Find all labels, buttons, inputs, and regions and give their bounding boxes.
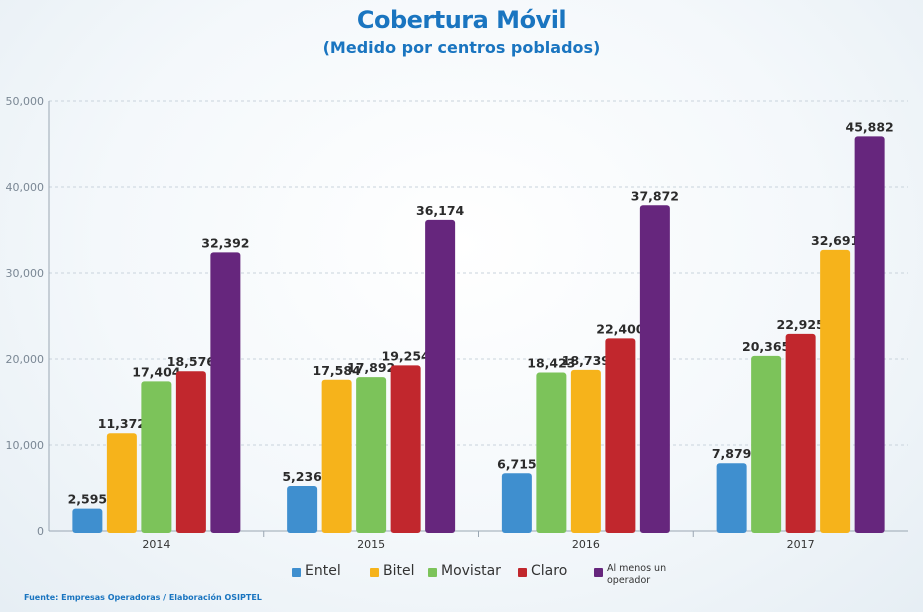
legend-label-al-menos-un-operador: Al menos un operador	[607, 563, 667, 586]
x-tick-label: 2015	[357, 538, 385, 551]
legend-swatch-entel	[292, 568, 301, 577]
chart-subtitle: (Medido por centros poblados)	[322, 38, 601, 57]
y-tick-label: 30,000	[6, 267, 45, 280]
y-tick-label: 20,000	[6, 353, 45, 366]
legend-label-claro: Claro	[531, 563, 568, 579]
bar-2016-al-menos-un-operador	[639, 205, 670, 534]
bar-2016-movistar	[536, 372, 567, 533]
data-label: 37,872	[631, 188, 679, 203]
legend-swatch-movistar	[428, 568, 437, 577]
data-label: 17,404	[132, 364, 181, 379]
bar-chart: 0 10,000 20,000 30,000 40,000 50,000 2,595 11,3…	[6, 95, 908, 551]
x-tick-label: 2014	[142, 538, 170, 551]
bar-2016-entel	[501, 473, 532, 533]
data-label: 22,400	[596, 321, 645, 336]
bar-2014-movistar	[141, 381, 172, 533]
bar-2015-al-menos-un-operador	[425, 219, 456, 533]
data-label: 36,174	[416, 203, 465, 218]
legend-swatch-bitel	[370, 568, 379, 577]
bar-2016-claro	[605, 338, 636, 533]
bar-2015-movistar	[356, 377, 387, 533]
data-label: 5,236	[282, 469, 322, 484]
data-label: 18,423	[527, 356, 575, 371]
y-tick-label: 50,000	[6, 95, 45, 108]
bar-2015-entel	[287, 485, 318, 533]
x-tick-label: 2016	[572, 538, 600, 551]
legend-label-bitel: Bitel	[383, 563, 415, 579]
bar-2014-bitel	[106, 433, 137, 533]
y-tick-label: 40,000	[6, 181, 45, 194]
data-label: 18,739	[562, 353, 610, 368]
data-label: 11,372	[98, 416, 146, 431]
bar-2017-entel	[716, 463, 747, 533]
bar-2015-bitel	[321, 379, 352, 533]
data-label: 6,715	[497, 456, 537, 471]
bar-2014-claro	[175, 371, 206, 533]
bar-2017-movistar	[751, 355, 782, 533]
data-label: 19,254	[382, 348, 431, 363]
bar-2017-al-menos-un-operador	[854, 136, 885, 533]
data-label: 7,879	[712, 446, 752, 461]
data-label: 18,576	[167, 354, 216, 369]
data-label: 20,365	[742, 339, 790, 354]
y-tick-label: 10,000	[6, 439, 45, 452]
bar-2017-claro	[785, 333, 816, 533]
legend-swatch-al-menos-un-operador	[594, 568, 603, 577]
data-label: 32,691	[811, 233, 859, 248]
legend-label-movistar: Movistar	[441, 563, 501, 579]
legend-label-entel: Entel	[305, 563, 341, 579]
chart-title: Cobertura Móvil	[356, 6, 567, 34]
bar-2017-bitel	[820, 249, 851, 533]
bar-2016-bitel	[570, 369, 601, 533]
x-tick-label: 2017	[787, 538, 815, 551]
y-tick-label: 0	[37, 525, 44, 538]
bar-2015-claro	[390, 365, 421, 533]
legend-swatch-claro	[518, 568, 527, 577]
bar-2014-al-menos-un-operador	[210, 252, 241, 533]
bar-2014-entel	[72, 508, 103, 533]
data-label: 17,584	[313, 363, 362, 378]
data-label: 22,925	[777, 317, 825, 332]
source-note: Fuente: Empresas Operadoras / Elaboració…	[24, 593, 262, 602]
data-label: 45,882	[846, 119, 894, 134]
data-label: 32,392	[201, 235, 249, 250]
data-label: 2,595	[68, 492, 108, 507]
data-label: 17,892	[347, 360, 395, 375]
